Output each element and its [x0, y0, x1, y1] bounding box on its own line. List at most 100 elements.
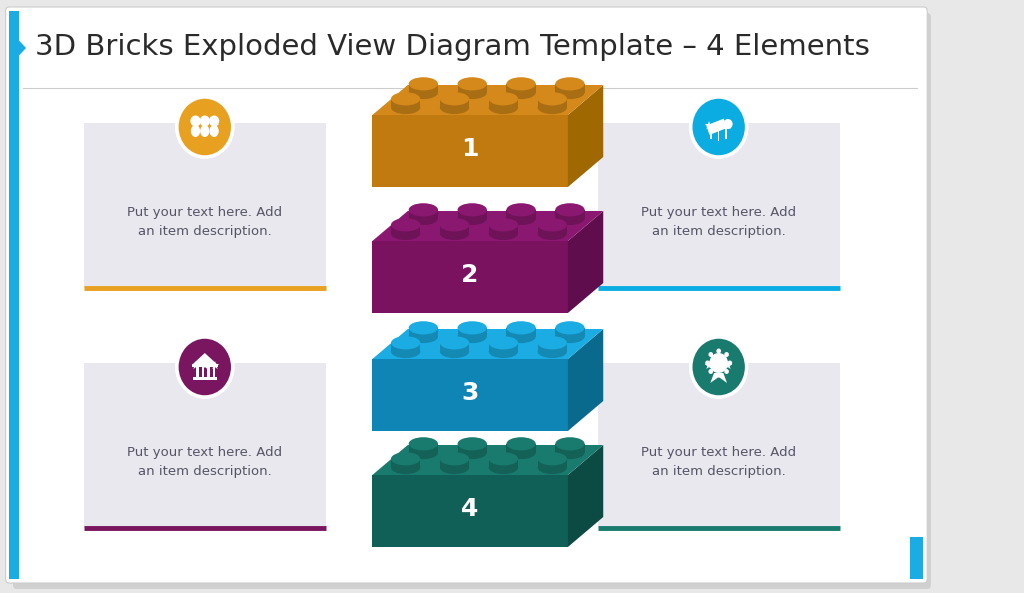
Polygon shape [555, 210, 585, 218]
Ellipse shape [409, 86, 438, 99]
Circle shape [727, 361, 732, 365]
Ellipse shape [391, 227, 420, 240]
Circle shape [691, 337, 746, 397]
Ellipse shape [538, 345, 567, 358]
Text: ★★★: ★★★ [703, 362, 733, 372]
Circle shape [200, 116, 210, 126]
Polygon shape [538, 99, 567, 107]
Polygon shape [409, 444, 438, 452]
Ellipse shape [458, 321, 486, 334]
Text: Put your text here. Add
an item description.: Put your text here. Add an item descript… [641, 446, 797, 478]
Ellipse shape [555, 77, 585, 91]
Ellipse shape [538, 452, 567, 466]
Polygon shape [568, 445, 603, 547]
Polygon shape [711, 373, 727, 383]
Circle shape [717, 372, 721, 378]
Polygon shape [373, 359, 568, 431]
Text: Put your text here. Add
an item description.: Put your text here. Add an item descript… [127, 446, 283, 478]
Polygon shape [373, 445, 603, 475]
Polygon shape [409, 210, 438, 218]
Circle shape [691, 97, 746, 157]
Ellipse shape [488, 227, 518, 240]
Polygon shape [555, 84, 585, 93]
Ellipse shape [555, 86, 585, 99]
Ellipse shape [488, 461, 518, 474]
Ellipse shape [555, 330, 585, 343]
Polygon shape [440, 343, 469, 352]
Polygon shape [507, 328, 536, 336]
Bar [725, 127, 727, 139]
Text: Put your text here. Add
an item description.: Put your text here. Add an item descript… [641, 206, 797, 238]
Ellipse shape [507, 321, 536, 334]
Ellipse shape [440, 345, 469, 358]
Polygon shape [191, 353, 218, 365]
Text: 3: 3 [462, 381, 479, 405]
Polygon shape [373, 85, 603, 115]
Polygon shape [488, 225, 518, 234]
Ellipse shape [200, 125, 210, 137]
Bar [910, 537, 924, 579]
Polygon shape [555, 444, 585, 452]
Ellipse shape [391, 218, 420, 231]
Polygon shape [568, 85, 603, 187]
Ellipse shape [409, 203, 438, 216]
Ellipse shape [440, 93, 469, 106]
Ellipse shape [440, 227, 469, 240]
Polygon shape [538, 343, 567, 352]
Bar [193, 377, 217, 380]
Circle shape [177, 337, 232, 397]
Ellipse shape [409, 446, 438, 459]
Ellipse shape [507, 77, 536, 91]
Ellipse shape [409, 437, 438, 451]
Bar [213, 365, 215, 377]
Ellipse shape [538, 93, 567, 106]
Circle shape [691, 337, 746, 397]
Text: ★★★: ★★★ [703, 122, 733, 132]
Ellipse shape [391, 101, 420, 114]
Ellipse shape [507, 330, 536, 343]
Ellipse shape [440, 452, 469, 466]
Ellipse shape [488, 218, 518, 231]
Bar [9, 11, 18, 579]
Circle shape [710, 353, 728, 373]
Polygon shape [373, 115, 568, 187]
Ellipse shape [555, 437, 585, 451]
Text: 4: 4 [462, 497, 479, 521]
Ellipse shape [391, 336, 420, 349]
Polygon shape [391, 343, 420, 352]
Ellipse shape [458, 437, 486, 451]
Text: ★★★: ★★★ [189, 362, 220, 372]
Ellipse shape [409, 77, 438, 91]
Polygon shape [9, 30, 26, 66]
Circle shape [717, 349, 721, 353]
Polygon shape [373, 211, 603, 241]
Ellipse shape [409, 212, 438, 225]
Ellipse shape [391, 93, 420, 106]
Polygon shape [440, 459, 469, 467]
Ellipse shape [488, 336, 518, 349]
Circle shape [724, 352, 729, 357]
Ellipse shape [538, 227, 567, 240]
Bar [202, 365, 204, 377]
Ellipse shape [555, 203, 585, 216]
Circle shape [209, 116, 219, 126]
Bar [197, 365, 199, 377]
Ellipse shape [190, 125, 200, 137]
Bar [208, 365, 210, 377]
Polygon shape [373, 329, 603, 359]
Ellipse shape [210, 125, 219, 137]
FancyBboxPatch shape [5, 7, 927, 583]
Ellipse shape [538, 101, 567, 114]
Polygon shape [391, 99, 420, 107]
Polygon shape [440, 99, 469, 107]
FancyBboxPatch shape [84, 363, 326, 528]
Ellipse shape [391, 461, 420, 474]
Ellipse shape [507, 446, 536, 459]
Ellipse shape [458, 203, 486, 216]
Circle shape [177, 97, 232, 157]
Circle shape [706, 361, 710, 365]
Polygon shape [440, 225, 469, 234]
Text: ★★★: ★★★ [189, 122, 220, 132]
Bar [707, 119, 727, 135]
Polygon shape [507, 84, 536, 93]
